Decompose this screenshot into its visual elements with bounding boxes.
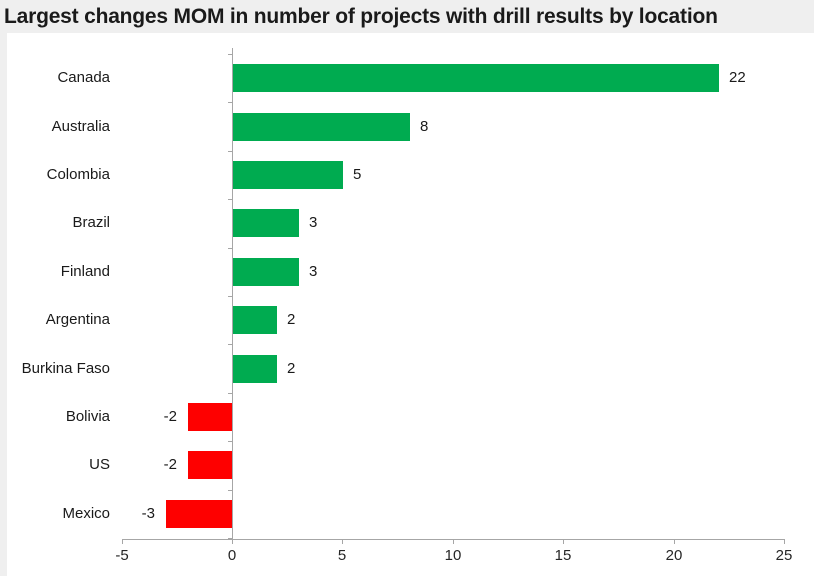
x-tick xyxy=(784,539,785,544)
category-tick xyxy=(228,538,233,539)
category-tick xyxy=(228,441,233,442)
chart-surface xyxy=(7,33,814,576)
category-label: US xyxy=(89,456,110,473)
value-label: 5 xyxy=(353,166,362,183)
x-tick xyxy=(453,539,454,544)
value-label: 8 xyxy=(420,118,429,135)
category-label: Burkina Faso xyxy=(21,360,110,377)
x-tick xyxy=(232,539,233,544)
chart-title: Largest changes MOM in number of project… xyxy=(4,4,718,28)
value-label: 22 xyxy=(729,69,746,86)
category-tick xyxy=(228,151,233,152)
bar xyxy=(233,113,410,141)
x-tick-label: 10 xyxy=(444,547,462,564)
category-tick xyxy=(228,199,233,200)
x-tick-label: 0 xyxy=(227,547,237,564)
category-tick xyxy=(228,54,233,55)
category-label: Colombia xyxy=(46,166,110,183)
value-label: -2 xyxy=(163,456,177,473)
category-tick xyxy=(228,490,233,491)
category-label: Argentina xyxy=(45,311,110,328)
value-label: 3 xyxy=(309,263,318,280)
value-label: -2 xyxy=(163,408,177,425)
zero-axis-line xyxy=(232,48,233,539)
bar xyxy=(233,161,343,189)
category-label: Bolivia xyxy=(65,408,110,425)
category-tick xyxy=(228,393,233,394)
bar xyxy=(233,306,277,334)
category-tick xyxy=(228,102,233,103)
value-label: -3 xyxy=(141,505,155,522)
bar xyxy=(233,209,299,237)
category-label: Mexico xyxy=(62,505,110,522)
bar xyxy=(233,64,719,92)
value-label: 2 xyxy=(287,311,296,328)
category-tick xyxy=(228,248,233,249)
value-label: 3 xyxy=(309,214,318,231)
x-tick xyxy=(563,539,564,544)
x-tick xyxy=(342,539,343,544)
bar xyxy=(233,258,299,286)
bar xyxy=(188,451,232,479)
category-tick xyxy=(228,296,233,297)
bar xyxy=(233,355,277,383)
x-tick-label: 15 xyxy=(554,547,572,564)
bar xyxy=(188,403,232,431)
x-tick xyxy=(122,539,123,544)
bar xyxy=(166,500,232,528)
x-tick-label: 20 xyxy=(665,547,683,564)
category-label: Canada xyxy=(57,69,110,86)
category-label: Brazil xyxy=(72,214,110,231)
x-tick-label: -5 xyxy=(115,547,129,564)
x-tick-label: 25 xyxy=(775,547,793,564)
category-label: Finland xyxy=(60,263,110,280)
category-label: Australia xyxy=(51,118,110,135)
x-tick xyxy=(674,539,675,544)
category-tick xyxy=(228,344,233,345)
x-tick-label: 5 xyxy=(337,547,347,564)
title-band: Largest changes MOM in number of project… xyxy=(0,0,814,33)
value-label: 2 xyxy=(287,360,296,377)
